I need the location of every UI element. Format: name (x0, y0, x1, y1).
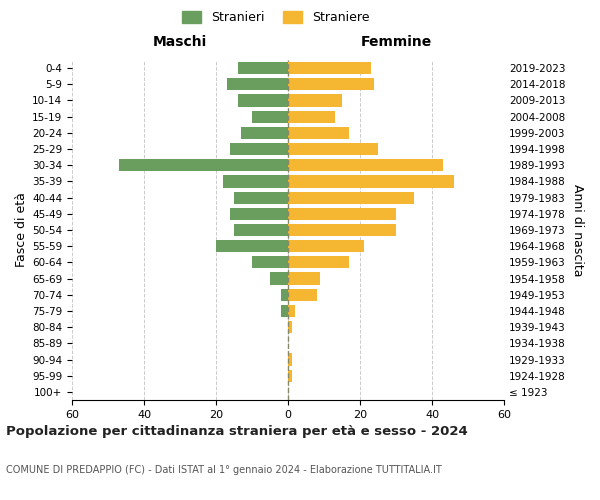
Bar (119, 159, 288, 172)
Bar (288, 240, 364, 252)
Bar (241, 127, 288, 139)
Y-axis label: Anni di nascita: Anni di nascita (571, 184, 584, 276)
Text: Femmine: Femmine (361, 34, 431, 48)
Bar (288, 143, 378, 155)
Bar (223, 176, 288, 188)
Bar (288, 208, 396, 220)
Bar (270, 272, 288, 284)
Bar (288, 272, 320, 284)
Legend: Stranieri, Straniere: Stranieri, Straniere (178, 6, 374, 29)
Bar (288, 288, 317, 301)
Bar (281, 288, 288, 301)
Bar (288, 110, 335, 122)
Text: COMUNE DI PREDAPPIO (FC) - Dati ISTAT al 1° gennaio 2024 - Elaborazione TUTTITAL: COMUNE DI PREDAPPIO (FC) - Dati ISTAT al… (6, 465, 442, 475)
Bar (216, 240, 288, 252)
Text: Popolazione per cittadinanza straniera per età e sesso - 2024: Popolazione per cittadinanza straniera p… (6, 425, 468, 438)
Bar (227, 78, 288, 90)
Bar (288, 78, 374, 90)
Bar (288, 370, 292, 382)
Bar (281, 305, 288, 317)
Bar (252, 110, 288, 122)
Text: Maschi: Maschi (153, 34, 207, 48)
Bar (230, 143, 288, 155)
Bar (234, 192, 288, 203)
Y-axis label: Fasce di età: Fasce di età (15, 192, 28, 268)
Bar (288, 305, 295, 317)
Bar (288, 62, 371, 74)
Bar (288, 127, 349, 139)
Bar (288, 176, 454, 188)
Bar (288, 354, 292, 366)
Bar (288, 321, 292, 333)
Bar (288, 224, 396, 236)
Bar (230, 208, 288, 220)
Bar (238, 62, 288, 74)
Bar (288, 192, 414, 203)
Bar (238, 94, 288, 106)
Bar (288, 159, 443, 172)
Bar (252, 256, 288, 268)
Bar (288, 94, 342, 106)
Bar (234, 224, 288, 236)
Bar (288, 256, 349, 268)
